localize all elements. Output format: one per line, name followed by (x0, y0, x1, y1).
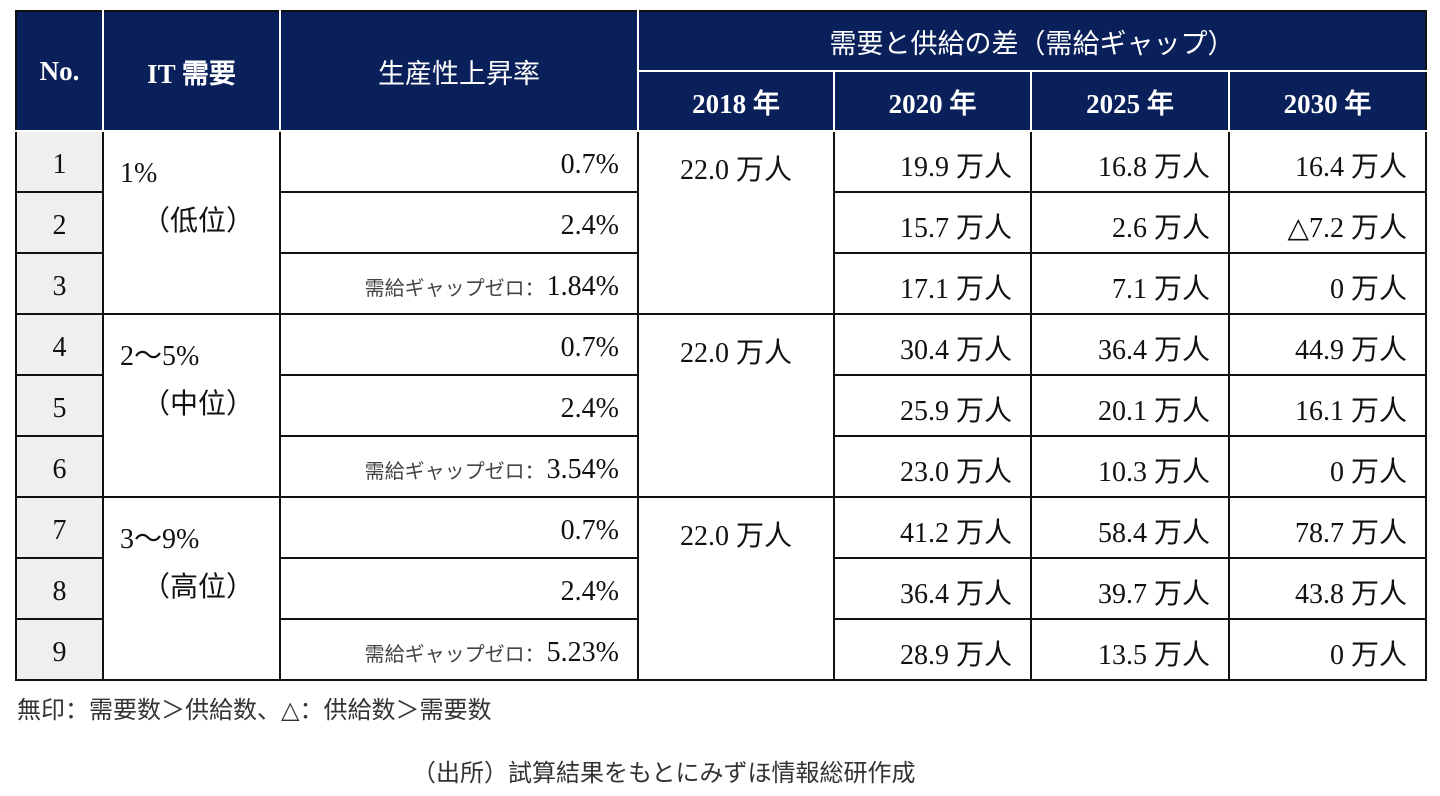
row-number: 5 (15, 374, 104, 437)
table-row: 1 1% （低位） 0.7% 22.0 万人 19.9 万人 16.8 万人 16.4 万人 (15, 130, 1427, 315)
header-no: No. (16, 11, 104, 132)
it-demand-cell: 2〜5% （中位） (102, 313, 281, 498)
table-row: 5 2.4% 25.9 万人 20.1 万人 16.1 万人 (15, 374, 1427, 437)
productivity-rate-cell: 2.4% (279, 557, 639, 620)
gap-2025: 7.1 万人 (1030, 252, 1230, 315)
header-year-2020: 2020 年 (833, 71, 1032, 132)
gap-2030: 43.8 万人 (1228, 557, 1427, 620)
gap-2020: 19.9 万人 (833, 130, 1032, 193)
gap-2030: 16.4 万人 (1228, 130, 1427, 193)
row-number: 3 (15, 252, 104, 315)
gap-2030: △7.2 万人 (1228, 191, 1427, 254)
gap-2025: 36.4 万人 (1030, 313, 1230, 376)
productivity-rate-cell: 需給ギャップゼロ：5.23% (279, 618, 639, 681)
gap-2025: 16.8 万人 (1030, 130, 1230, 193)
gap-2025: 20.1 万人 (1030, 374, 1230, 437)
it-demand-value: 1% (120, 158, 158, 189)
gap-2020: 23.0 万人 (833, 435, 1032, 498)
header-year-2030: 2030 年 (1228, 71, 1426, 132)
productivity-rate: 0.7% (560, 148, 619, 180)
gap-2020: 30.4 万人 (833, 313, 1032, 376)
productivity-rate: 2.4% (560, 575, 619, 607)
it-demand-value: 3〜9% (120, 524, 200, 555)
zero-gap-label: 需給ギャップゼロ： (364, 460, 545, 483)
gap-2025: 13.5 万人 (1030, 618, 1230, 681)
productivity-rate-cell: 0.7% (279, 313, 639, 376)
it-demand-level: （低位） (142, 206, 255, 237)
productivity-rate: 0.7% (560, 331, 619, 363)
row-number: 1 (15, 130, 104, 193)
productivity-rate-cell: 0.7% (279, 496, 639, 559)
gap-2020: 28.9 万人 (833, 618, 1032, 681)
table-body: 1 1% （低位） 0.7% 22.0 万人 19.9 万人 16.8 万人 16.4 万人 2… (15, 130, 1427, 681)
table-row: 7 3〜9% （高位） 0.7% 22.0 万人 41.2 万人 58.4 万人 78.7 万… (15, 496, 1427, 681)
it-demand-level: （中位） (142, 389, 255, 420)
it-demand-cell: 1% （低位） (102, 130, 281, 315)
gap-2030: 0 万人 (1228, 435, 1427, 498)
gap-2020: 36.4 万人 (833, 557, 1032, 620)
productivity-rate: 0.7% (560, 514, 619, 546)
legend-note: 無印：需要数＞供給数、△：供給数＞需要数 (17, 696, 492, 724)
row-number: 6 (15, 435, 104, 498)
table-row: 8 2.4% 36.4 万人 39.7 万人 43.8 万人 (15, 557, 1427, 620)
it-demand-value: 2〜5% (120, 341, 200, 372)
gap-2020: 17.1 万人 (833, 252, 1032, 315)
productivity-rate-cell: 0.7% (279, 130, 639, 193)
it-demand-level: （高位） (142, 572, 255, 603)
row-number: 9 (15, 618, 104, 681)
zero-gap-label: 需給ギャップゼロ： (364, 277, 545, 300)
gap-2018: 22.0 万人 (637, 130, 835, 315)
gap-2025: 10.3 万人 (1030, 435, 1230, 498)
productivity-rate-cell: 需給ギャップゼロ：3.54% (279, 435, 639, 498)
table-row: 6 需給ギャップゼロ：3.54% 23.0 万人 10.3 万人 0 万人 (15, 435, 1427, 498)
gap-2025: 2.6 万人 (1030, 191, 1230, 254)
row-number: 4 (15, 313, 104, 376)
source-note: （出所）試算結果をもとにみずほ情報総研作成 (412, 759, 916, 787)
productivity-rate: 2.4% (560, 209, 619, 241)
productivity-rate: 2.4% (560, 392, 619, 424)
productivity-rate-cell: 2.4% (279, 374, 639, 437)
gap-2018: 22.0 万人 (637, 496, 835, 681)
gap-2030: 16.1 万人 (1228, 374, 1427, 437)
table-row: 2 2.4% 15.7 万人 2.6 万人 △7.2 万人 (15, 191, 1427, 254)
it-demand-cell: 3〜9% （高位） (102, 496, 281, 681)
table-row: 3 需給ギャップゼロ：1.84% 17.1 万人 7.1 万人 0 万人 (15, 252, 1427, 315)
gap-2030: 0 万人 (1228, 618, 1427, 681)
gap-2020: 15.7 万人 (833, 191, 1032, 254)
gap-2025: 39.7 万人 (1030, 557, 1230, 620)
table-row: 9 需給ギャップゼロ：5.23% 28.9 万人 13.5 万人 0 万人 (15, 618, 1427, 681)
zero-gap-label: 需給ギャップゼロ： (364, 643, 545, 666)
gap-2030: 44.9 万人 (1228, 313, 1427, 376)
header-it-demand: IT 需要 (102, 11, 281, 132)
it-talent-gap-table: No. IT 需要 生産性上昇率 需要と供給の差（需給ギャップ） 2018 年 … (15, 10, 1427, 681)
row-number: 8 (15, 557, 104, 620)
header-year-2025: 2025 年 (1030, 71, 1230, 132)
productivity-rate-cell: 2.4% (279, 191, 639, 254)
header-productivity: 生産性上昇率 (279, 11, 639, 132)
gap-2025: 58.4 万人 (1030, 496, 1230, 559)
gap-2020: 41.2 万人 (833, 496, 1032, 559)
productivity-rate: 3.54% (546, 453, 619, 485)
gap-2030: 0 万人 (1228, 252, 1427, 315)
gap-2018: 22.0 万人 (637, 313, 835, 498)
productivity-rate: 5.23% (546, 636, 619, 668)
gap-2030: 78.7 万人 (1228, 496, 1427, 559)
productivity-rate: 1.84% (546, 270, 619, 302)
header-year-2018: 2018 年 (638, 71, 835, 132)
row-number: 7 (15, 496, 104, 559)
header-gap-group: 需要と供給の差（需給ギャップ） (637, 11, 1426, 72)
gap-2020: 25.9 万人 (833, 374, 1032, 437)
table-row: 4 2〜5% （中位） 0.7% 22.0 万人 30.4 万人 36.4 万人 44.9 万… (15, 313, 1427, 498)
row-number: 2 (15, 191, 104, 254)
productivity-rate-cell: 需給ギャップゼロ：1.84% (279, 252, 639, 315)
